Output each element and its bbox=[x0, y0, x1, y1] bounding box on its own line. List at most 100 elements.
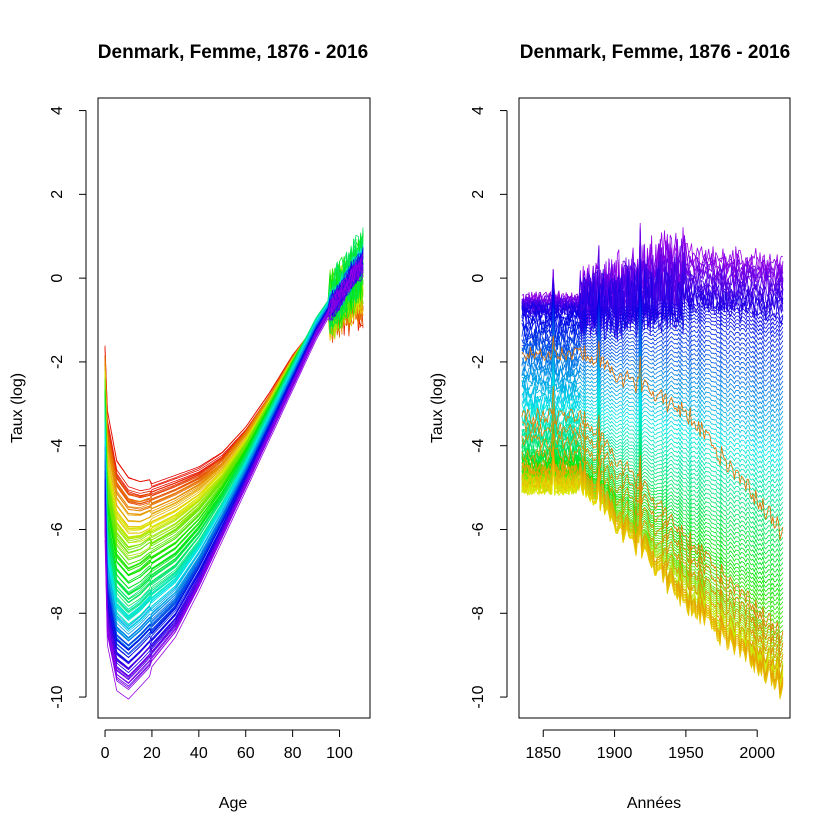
series-line-age bbox=[521, 459, 784, 698]
age-x-tick-label: 20 bbox=[143, 745, 161, 762]
series-line-year bbox=[104, 254, 364, 639]
x-axis-label-years: Années bbox=[627, 795, 681, 812]
series-line-age bbox=[521, 420, 784, 542]
series-line-age bbox=[521, 310, 784, 361]
series-line-age bbox=[521, 423, 784, 522]
series-line-age bbox=[521, 374, 784, 456]
series-line-year bbox=[104, 238, 364, 600]
series-line-age bbox=[521, 308, 784, 356]
x-axis-label-age: Age bbox=[219, 795, 248, 812]
series-line-year bbox=[104, 243, 364, 571]
series-line-year bbox=[104, 247, 364, 620]
years-y-tick-label: 2 bbox=[470, 190, 487, 199]
series-line-age bbox=[521, 428, 784, 562]
series-line-year bbox=[104, 238, 364, 582]
series-line-year bbox=[104, 245, 364, 607]
series-line-age bbox=[521, 283, 784, 324]
series-line-age bbox=[521, 417, 784, 512]
age-y-tick-label: 4 bbox=[49, 106, 66, 115]
series-line-year bbox=[104, 230, 364, 577]
age-y-tick-label: 2 bbox=[49, 190, 66, 199]
series-line-age bbox=[521, 341, 784, 401]
series-line-year bbox=[104, 258, 364, 627]
years-y-tick-label: -10 bbox=[470, 685, 487, 708]
years-y-tick-label: 4 bbox=[470, 106, 487, 115]
years-x-tick-label: 2000 bbox=[739, 745, 775, 762]
series-line-year bbox=[104, 235, 364, 604]
series-line-age bbox=[521, 408, 784, 657]
series-line-age bbox=[521, 319, 784, 371]
series-line-age bbox=[521, 465, 784, 695]
series-line-age bbox=[521, 286, 784, 328]
series-line-year bbox=[104, 253, 364, 571]
series-line-age bbox=[521, 413, 784, 502]
series-line-year bbox=[104, 246, 364, 610]
y-axis-label-age: Taux (log) bbox=[9, 373, 26, 443]
series-line-age bbox=[521, 385, 784, 646]
years-x-tick-label: 1900 bbox=[597, 745, 633, 762]
series-line-age bbox=[521, 300, 784, 346]
y-axis-years: -10 -8 -6 -4 -2 0 2 4 bbox=[470, 106, 508, 709]
series-line-year bbox=[104, 256, 364, 665]
series-line-age bbox=[521, 456, 784, 690]
age-y-tick-label: 0 bbox=[49, 274, 66, 283]
age-y-tick-label: -6 bbox=[49, 522, 66, 536]
series-line-age bbox=[521, 353, 784, 421]
series-line-age bbox=[521, 335, 784, 541]
age-x-tick-label: 0 bbox=[101, 745, 110, 762]
series-line-year bbox=[104, 247, 364, 584]
years-y-tick-label: -6 bbox=[470, 522, 487, 536]
series-line-age bbox=[521, 391, 784, 466]
series-line-age bbox=[521, 258, 784, 341]
age-x-tick-label: 80 bbox=[284, 745, 302, 762]
x-axis-years: 1850 1900 1950 2000 bbox=[525, 729, 775, 762]
series-line-age bbox=[521, 405, 784, 507]
series-line-age bbox=[521, 451, 784, 647]
series-line-year bbox=[104, 248, 364, 618]
years-y-tick-label: -2 bbox=[470, 355, 487, 369]
series-line-year bbox=[104, 243, 364, 603]
age-y-tick-label: -2 bbox=[49, 355, 66, 369]
series-line-year bbox=[104, 235, 364, 569]
y-axis-age: -10 -8 -6 -4 -2 0 2 4 bbox=[49, 106, 87, 709]
chart-panel-years: Denmark, Femme, 1876 - 2016 1850 1900 1950… bbox=[429, 42, 791, 812]
series-line-year bbox=[104, 238, 364, 593]
series-line-age bbox=[521, 346, 784, 411]
years-y-tick-label: -8 bbox=[470, 606, 487, 620]
series-line-age bbox=[521, 344, 784, 416]
years-y-tick-label: -4 bbox=[470, 438, 487, 452]
series-line-year bbox=[104, 254, 364, 678]
series-line-age bbox=[521, 346, 784, 406]
plot-frame-years bbox=[518, 97, 791, 719]
series-line-age bbox=[521, 442, 784, 592]
series-line-year bbox=[104, 259, 364, 700]
series-line-age bbox=[521, 447, 784, 582]
series-line-year bbox=[104, 264, 364, 684]
series-line-year bbox=[104, 243, 364, 613]
chart-panel-age: Denmark, Femme, 1876 - 2016 0 20 40 60 80 100… bbox=[9, 42, 371, 812]
plot-frame-age bbox=[97, 97, 371, 719]
age-x-tick-label: 40 bbox=[190, 745, 208, 762]
years-x-tick-label: 1950 bbox=[668, 745, 704, 762]
series-line-age bbox=[521, 323, 784, 376]
x-axis-age: 0 20 40 60 80 100 bbox=[101, 729, 353, 762]
series-line-age bbox=[521, 393, 784, 487]
series-line-age bbox=[521, 357, 784, 431]
age-x-tick-label: 60 bbox=[237, 745, 255, 762]
chart-title-years: Denmark, Femme, 1876 - 2016 bbox=[520, 42, 790, 63]
age-y-tick-label: -10 bbox=[49, 685, 66, 708]
series-line-age bbox=[521, 420, 784, 669]
years-y-tick-label: 0 bbox=[470, 274, 487, 283]
series-line-year bbox=[104, 248, 364, 658]
series-line-age bbox=[521, 334, 784, 396]
series-group-years bbox=[521, 222, 784, 700]
series-line-age bbox=[521, 457, 784, 659]
series-line-year bbox=[104, 255, 364, 565]
age-y-tick-label: -4 bbox=[49, 438, 66, 452]
series-line-year bbox=[104, 227, 364, 603]
series-line-year bbox=[104, 260, 364, 688]
series-line-age bbox=[521, 433, 784, 680]
age-x-tick-label: 100 bbox=[326, 745, 353, 762]
chart-title-age: Denmark, Femme, 1876 - 2016 bbox=[98, 42, 368, 63]
